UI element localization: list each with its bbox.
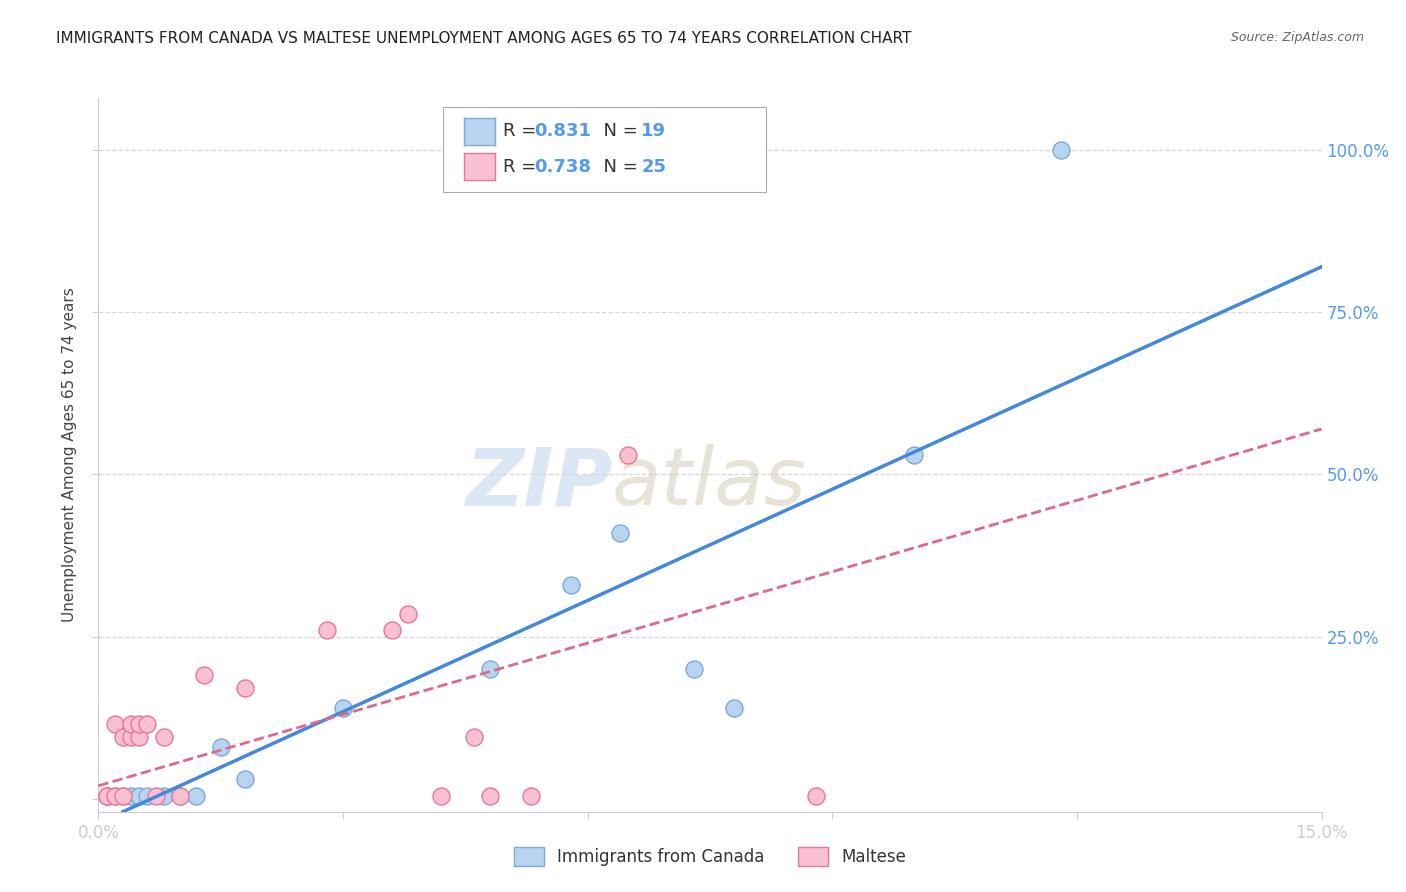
Point <box>120 730 142 744</box>
Point <box>430 789 453 803</box>
Point <box>478 789 501 803</box>
Text: R =: R = <box>503 158 543 176</box>
Text: IMMIGRANTS FROM CANADA VS MALTESE UNEMPLOYMENT AMONG AGES 65 TO 74 YEARS CORRELA: IMMIGRANTS FROM CANADA VS MALTESE UNEMPL… <box>56 31 911 46</box>
Point <box>609 525 631 540</box>
Point <box>903 448 925 462</box>
Point <box>519 789 541 803</box>
Point <box>145 789 167 803</box>
Point <box>111 789 134 803</box>
Point <box>120 789 142 803</box>
Point <box>617 448 640 462</box>
Point <box>463 730 485 744</box>
Point <box>560 577 582 591</box>
Text: 0.738: 0.738 <box>534 158 592 176</box>
Text: N =: N = <box>592 122 644 140</box>
Point <box>315 623 337 637</box>
Point <box>478 662 501 676</box>
Y-axis label: Unemployment Among Ages 65 to 74 years: Unemployment Among Ages 65 to 74 years <box>62 287 77 623</box>
Point <box>169 789 191 803</box>
Point <box>1049 143 1071 157</box>
Point <box>120 717 142 731</box>
Text: ZIP: ZIP <box>465 444 612 523</box>
Point <box>96 789 118 803</box>
Point <box>152 730 174 744</box>
Point <box>104 789 127 803</box>
Text: 19: 19 <box>641 122 666 140</box>
Point <box>233 681 256 696</box>
Text: 0.831: 0.831 <box>534 122 592 140</box>
Point <box>332 701 354 715</box>
Text: N =: N = <box>592 158 644 176</box>
Point <box>381 623 404 637</box>
Point <box>193 668 215 682</box>
Text: Source: ZipAtlas.com: Source: ZipAtlas.com <box>1230 31 1364 45</box>
Point <box>186 789 208 803</box>
Point <box>396 607 419 621</box>
Legend: Immigrants from Canada, Maltese: Immigrants from Canada, Maltese <box>506 838 914 875</box>
Point <box>104 789 127 803</box>
Point <box>233 772 256 787</box>
Point <box>682 662 704 676</box>
Point <box>723 701 745 715</box>
Point <box>96 789 118 803</box>
Point <box>128 789 150 803</box>
Text: atlas: atlas <box>612 444 807 523</box>
Point <box>136 717 159 731</box>
Point <box>128 717 150 731</box>
Point <box>136 789 159 803</box>
Point <box>111 789 134 803</box>
Point <box>209 739 232 754</box>
Point <box>104 717 127 731</box>
Text: 25: 25 <box>641 158 666 176</box>
Point <box>804 789 827 803</box>
Text: R =: R = <box>503 122 543 140</box>
Point <box>128 730 150 744</box>
Point <box>152 789 174 803</box>
Point <box>169 789 191 803</box>
Point <box>111 730 134 744</box>
Point <box>96 789 118 803</box>
